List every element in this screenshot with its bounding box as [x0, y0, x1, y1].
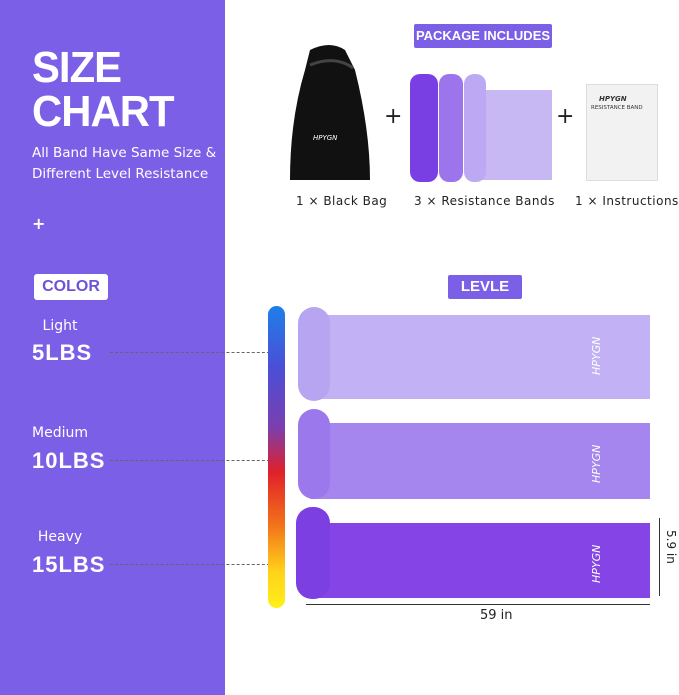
- divider-heavy: [110, 564, 275, 565]
- black-bag-image: HPYGN: [290, 45, 370, 180]
- level-weight-medium: 10LBS: [32, 448, 106, 473]
- caption-bag: 1 × Black Bag: [296, 194, 388, 208]
- svg-text:HPYGN: HPYGN: [590, 445, 603, 483]
- svg-text:HPYGN: HPYGN: [590, 337, 603, 375]
- svg-text:HPYGN: HPYGN: [590, 545, 603, 583]
- left-panel: SIZE CHART All Band Have Same Size & Dif…: [0, 0, 225, 695]
- width-dimension-line: [659, 518, 660, 596]
- instructions-brand: HPYGN: [599, 95, 627, 103]
- length-dimension-line: [306, 604, 650, 605]
- band-heavy: HPYGN: [296, 507, 650, 599]
- color-tag: COLOR: [34, 274, 108, 300]
- length-dimension-label: 59 in: [480, 608, 513, 623]
- bands-image: [410, 74, 552, 182]
- bands-levels-image: HPYGN HPYGN HPYGN: [296, 307, 650, 599]
- width-dimension-label: 5.9 in: [664, 530, 678, 564]
- caption-instructions: 1 × Instructions: [575, 194, 679, 208]
- subtitle: All Band Have Same Size & Different Leve…: [32, 145, 217, 182]
- level-weight-light: 5LBS: [32, 340, 93, 365]
- package-heading: PACKAGE INCLUDES: [414, 24, 552, 48]
- plus-icon: +: [384, 104, 403, 129]
- band-light: HPYGN: [298, 307, 650, 401]
- level-weight-heavy: 15LBS: [32, 552, 106, 577]
- resistance-gradient-bar: [268, 306, 285, 608]
- caption-bands: 3 × Resistance Bands: [414, 194, 555, 208]
- divider-light: [110, 352, 275, 353]
- plus-icon: +: [556, 104, 575, 129]
- level-name-medium: Medium: [32, 425, 88, 441]
- title-line2: CHART: [32, 87, 174, 136]
- divider-medium: [110, 460, 275, 461]
- band-medium: HPYGN: [298, 409, 650, 499]
- title-line1: SIZE: [32, 43, 122, 92]
- bag-brand-text: HPYGN: [313, 134, 338, 142]
- instructions-title: RESISTANCE BAND: [591, 105, 643, 111]
- level-name-heavy: Heavy: [37, 529, 83, 545]
- level-name-light: Light: [42, 318, 78, 334]
- instructions-image: HPYGN RESISTANCE BAND: [586, 84, 658, 181]
- level-heading: LEVLE: [448, 275, 522, 299]
- plus-icon: +: [32, 214, 46, 233]
